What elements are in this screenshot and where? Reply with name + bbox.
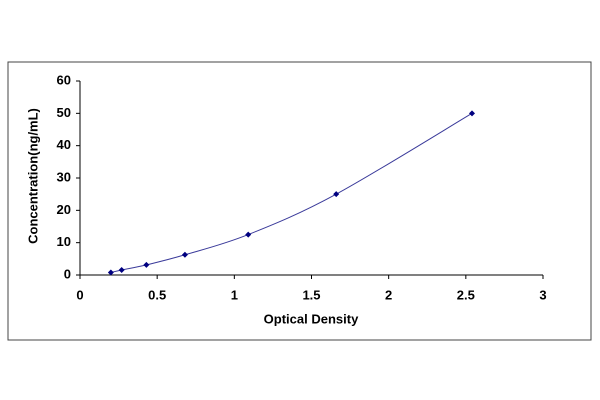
point xyxy=(118,266,125,273)
x-tick-label: 0.5 xyxy=(148,287,166,302)
x-tick-label: 2.5 xyxy=(457,287,475,302)
y-tick-label: 10 xyxy=(57,234,71,249)
y-tick-label: 50 xyxy=(57,105,71,120)
y-tick-label: 20 xyxy=(57,202,71,217)
y-tick-label: 0 xyxy=(64,266,71,281)
point xyxy=(333,191,340,198)
point xyxy=(107,269,114,276)
y-tick-label: 30 xyxy=(57,169,71,184)
x-tick-label: 1.5 xyxy=(302,287,320,302)
x-tick-label: 3 xyxy=(539,287,546,302)
y-axis-label: Concentration(ng/mL) xyxy=(25,108,40,244)
x-tick-label: 0 xyxy=(76,287,83,302)
point xyxy=(181,251,188,258)
y-tick-label: 60 xyxy=(57,72,71,87)
x-axis-label: Optical Density xyxy=(264,311,359,326)
chart-frame xyxy=(7,61,592,341)
x-tick-label: 2 xyxy=(385,287,392,302)
y-tick-label: 40 xyxy=(57,137,71,152)
x-tick-label: 1 xyxy=(231,287,238,302)
point xyxy=(143,261,150,268)
point xyxy=(469,110,476,117)
point xyxy=(245,231,252,238)
